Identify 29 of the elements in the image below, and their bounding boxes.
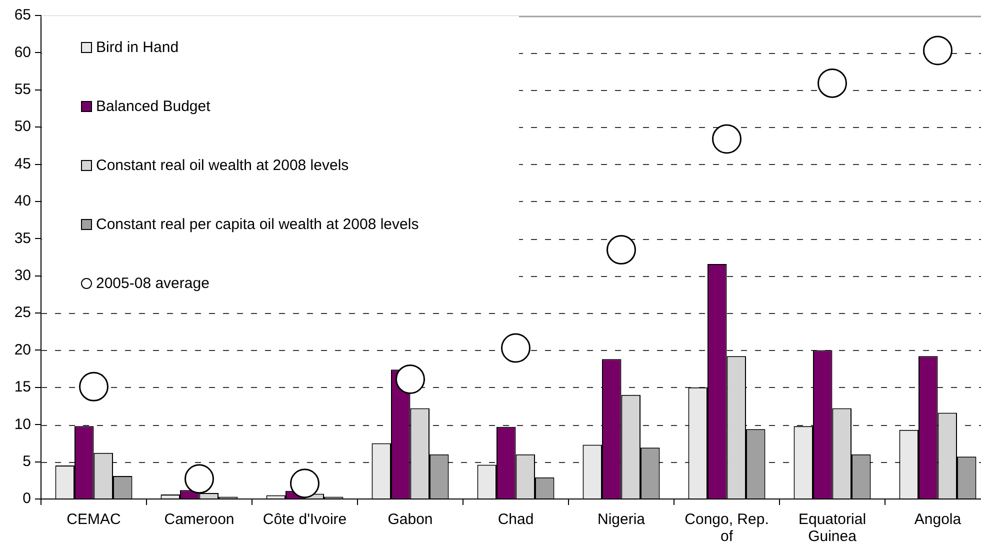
y-tick-label: 5: [22, 452, 31, 470]
y-tick-label: 50: [14, 118, 31, 136]
legend-label: Constant real oil wealth at 2008 levels: [96, 157, 349, 174]
x-tick-label: Cameroon: [164, 510, 234, 528]
y-tick-label: 10: [14, 416, 31, 433]
y-tick-label: 0: [22, 490, 31, 508]
y-tick-label: 20: [14, 341, 31, 358]
y-tick-label: 45: [14, 155, 31, 172]
legend-label: Bird in Hand: [96, 39, 179, 56]
y-tick-label: 35: [14, 230, 31, 247]
y-tick-label: 65: [14, 6, 31, 24]
x-tick-label: Angola: [914, 510, 962, 528]
y-tick-label: 15: [14, 378, 31, 396]
x-tick-label: Nigeria: [597, 510, 646, 528]
x-tick-label: Côte d'Ivoire: [262, 510, 347, 528]
point: [396, 364, 425, 394]
x-tick-label: CEMAC: [66, 510, 121, 528]
legend-label: 2005-08 average: [96, 275, 210, 292]
y-tick-label: 30: [14, 266, 31, 284]
x-tick-label: Chad: [498, 510, 534, 528]
y-tick-label: 55: [14, 81, 31, 98]
y-tick-label: 60: [14, 44, 31, 61]
legend-label: Balanced Budget: [96, 98, 210, 115]
legend-label: Constant real per capita oil wealth at 2008 levels: [96, 216, 419, 233]
x-tick-label: Equatorial Guinea: [798, 510, 866, 546]
x-tick-label: Gabon: [388, 510, 433, 528]
x-tick-label: Congo, Rep. of: [684, 510, 769, 546]
y-tick-label: 25: [14, 304, 31, 322]
y-tick-label: 40: [14, 192, 31, 210]
